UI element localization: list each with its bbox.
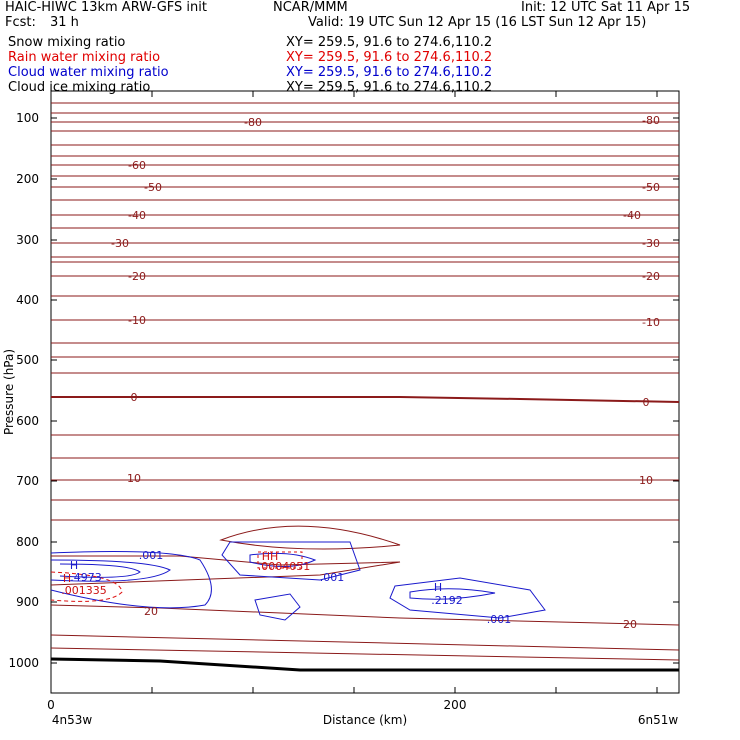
cloud-water-contour [389,577,546,619]
y-tick-label: 300 [16,233,39,247]
field-cloudwater-xy: XY= 259.5, 91.6 to 274.6,110.2 [286,65,493,80]
temp-label: 10 [639,474,653,487]
cloud-water-contour [50,551,212,609]
y-tick-label: 200 [16,172,39,186]
cloud-water-label: .001 [139,549,164,562]
cloud-water-contour [409,588,496,600]
temp-label: -40 [623,209,641,222]
temp-contour-line [50,647,680,661]
temp-label: -30 [642,237,660,250]
maximum-marker: H [70,559,78,572]
valid-time: Valid: 19 UTC Sun 12 Apr 15 (16 LST Sun … [308,15,647,30]
temp-label: -50 [642,181,660,194]
temp-contour-line-zero [51,396,680,403]
x-tick-label: 0 [47,698,55,712]
maximum-value: .001335 [61,584,107,597]
maximum-value: .2192 [431,594,463,607]
cloud-water-contour [249,552,317,568]
x-axis-label: Distance (km) [323,713,407,727]
field-rain-name: Rain water mixing ratio [8,50,161,65]
left-endpoint-label: 4n53w [52,713,93,727]
rain-water-contour [257,551,303,569]
temp-contour-line [50,634,680,651]
temp-label: 10 [127,472,141,485]
temp-label: -10 [642,316,660,329]
org-label: NCAR/MMM [273,0,348,15]
temp-label: 0 [643,396,650,409]
y-tick-label: 600 [16,414,39,428]
maximum-marker: H [63,572,71,585]
y-tick-label: 1000 [8,656,39,670]
field-cloudwater-name: Cloud water mixing ratio [8,65,169,80]
maximum-value: .4973 [70,571,102,584]
y-tick-label: 100 [16,111,39,125]
y-tick-label: 400 [16,293,39,307]
forecast-label: Fcst: [5,15,36,30]
temp-contour-line [50,555,401,586]
axis-ticks [51,91,679,693]
field-snow-name: Snow mixing ratio [8,35,126,50]
maximum-marker: HH [262,550,279,563]
temp-contour-line [219,525,401,550]
temp-label: -30 [111,237,129,250]
y-tick-label: 700 [16,474,39,488]
cloud-water-label: .001 [487,613,512,626]
temp-label: -40 [128,209,146,222]
model-title: HAIC-HIWC 13km ARW-GFS init [5,0,207,15]
y-axis-label: Pressure (hPa) [2,349,16,435]
field-rain-xy: XY= 259.5, 91.6 to 274.6,110.2 [286,50,493,65]
y-tick-label: 900 [16,595,39,609]
maximum-value: .0004051 [258,560,311,573]
init-time: Init: 12 UTC Sat 11 Apr 15 [521,0,691,15]
temp-label: 0 [131,391,138,404]
cloud-water-contour [221,541,361,581]
y-tick-label: 500 [16,353,39,367]
forecast-hour: 31 h [50,15,79,30]
temp-label: -60 [128,159,146,172]
cloud-water-contour [254,593,301,621]
plot-frame [50,90,680,694]
y-tick-label: 800 [16,535,39,549]
cloud-water-contour [50,559,171,582]
field-snow-xy: XY= 259.5, 91.6 to 274.6,110.2 [286,35,493,50]
temp-label: -20 [128,270,146,283]
temp-label: 20 [623,618,637,631]
temp-label: -10 [128,314,146,327]
temp-label: -20 [642,270,660,283]
terrain-line [50,657,679,672]
temp-label: 20 [144,605,158,618]
temp-label: -80 [244,116,262,129]
cloud-water-label: .001 [320,571,345,584]
maximum-marker: H [434,581,442,594]
temp-contour-line [50,604,680,626]
temp-label: -50 [144,181,162,194]
right-endpoint-label: 6n51w [638,713,679,727]
x-tick-label: 200 [444,698,467,712]
temp-label: -80 [642,114,660,127]
